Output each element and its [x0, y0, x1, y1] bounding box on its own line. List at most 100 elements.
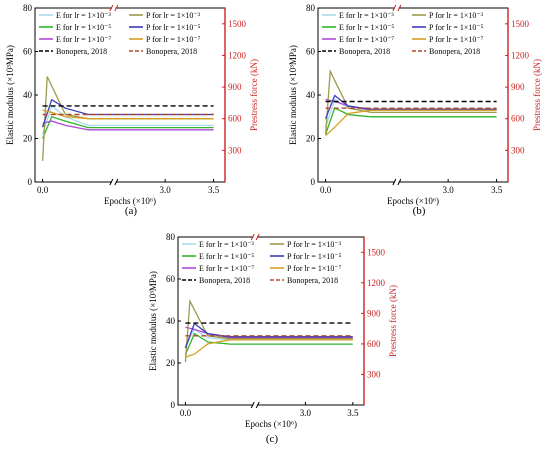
y2-tick-label: 600: [228, 114, 242, 124]
x-tick-label: 3.0: [300, 408, 312, 418]
legend: E for lr = 1×10⁻³ P for lr = 1×10⁻³ E for …: [182, 240, 342, 285]
y2-tick-label: 1500: [511, 19, 530, 29]
legend-entry: P for lr = 1×10⁻⁵: [287, 252, 342, 261]
y-tick-label: 60: [306, 47, 316, 57]
axis-break-mark: [392, 178, 402, 186]
legend-entry: E for lr = 1×10⁻⁷: [339, 35, 394, 44]
series-line-p-1e7: [325, 109, 497, 137]
legend: E for lr = 1×10⁻³ P for lr = 1×10⁻³ E for …: [39, 11, 201, 56]
y2-tick-label: 600: [367, 339, 381, 349]
y-axis-title: Elastic modulus (×10³MPa): [5, 45, 15, 145]
series-line-p-1e7: [42, 109, 214, 120]
series-line-p-1e7: [185, 339, 353, 358]
y2-tick-label: 900: [228, 82, 242, 92]
y-axis-title: Elastic modulus (×10³MPa): [148, 271, 158, 371]
chart-panel-2: 0 20 40 60 80 300 600 900 1200 1500 0.0 3.0 3.5 E for…: [288, 3, 542, 217]
plot-frame: [177, 236, 365, 406]
legend-entry: Bonopera, 2018: [56, 47, 107, 56]
legend-entry: Bonopera, 2018: [429, 47, 480, 56]
panel-label: (a): [125, 205, 138, 217]
x-tick-label: 3.0: [443, 185, 455, 195]
y2-tick-label: 1200: [367, 278, 386, 288]
legend-entry: E for lr = 1×10⁻³: [199, 240, 254, 249]
legend-entry: E for lr = 1×10⁻³: [339, 11, 394, 20]
y2-tick-label: 1500: [228, 19, 247, 29]
series-line-p-1e5: [41, 98, 214, 128]
y-tick-label: 20: [23, 134, 33, 144]
series-line-e-1e5: [184, 332, 353, 355]
legend-entry: P for lr = 1×10⁻³: [287, 240, 342, 249]
y2-tick-label: 1500: [367, 247, 386, 257]
axis-break-gap: [395, 179, 399, 185]
y2-tick-label: 900: [511, 82, 525, 92]
series-line-e-1e5: [42, 116, 214, 139]
legend-entry: E for lr = 1×10⁻⁷: [56, 35, 111, 44]
axis-break-gap: [253, 234, 257, 240]
y-tick-label: 40: [23, 90, 33, 100]
legend-entry: P for lr = 1×10⁻³: [146, 11, 201, 20]
y2-tick-label: 600: [511, 114, 525, 124]
y2-axis-title: Prestress force (kN): [532, 59, 542, 131]
x-tick-label: 3.0: [160, 185, 172, 195]
y2-tick-label: 900: [367, 308, 381, 318]
x-tick-label: 0.0: [180, 408, 192, 418]
y2-axis-title: Prestress force (kN): [249, 59, 259, 131]
series-line-p-1e3: [324, 68, 497, 135]
legend-entry: P for lr = 1×10⁻⁵: [429, 23, 484, 32]
legend-entry: P for lr = 1×10⁻³: [429, 11, 484, 20]
legend-entry: Bonopera, 2018: [287, 276, 338, 285]
y2-tick-label: 300: [511, 145, 525, 155]
axis-break-mark: [109, 4, 119, 12]
axis-break-mark: [392, 4, 402, 12]
legend-entry: E for lr = 1×10⁻⁷: [199, 264, 254, 273]
y-tick-label: 80: [306, 3, 316, 13]
x-axis-title: Epochs (×10⁶): [245, 419, 297, 429]
y2-tick-label: 1200: [228, 50, 247, 60]
axis-break-gap: [395, 5, 399, 11]
y-tick-label: 80: [166, 232, 176, 242]
chart-panel-1: 0 20 40 60 80 300 600 900 1200 1500 0.0 3.0 3.5 E for…: [5, 3, 259, 217]
legend-entry: P for lr = 1×10⁻⁷: [429, 35, 484, 44]
y-axis-title: Elastic modulus (×10³MPa): [288, 45, 298, 145]
x-tick-label: 0.0: [37, 185, 49, 195]
series-line-e-1e5: [324, 107, 497, 135]
legend-entry: E for lr = 1×10⁻³: [56, 11, 111, 20]
x-axis-title: Epochs (×10⁶): [104, 196, 156, 206]
y2-tick-label: 1200: [511, 50, 530, 60]
legend-entry: E for lr = 1×10⁻⁵: [199, 252, 254, 261]
y2-axis-title: Prestress force (kN): [388, 285, 398, 357]
y-tick-label: 0: [311, 177, 316, 187]
y-tick-label: 0: [171, 400, 176, 410]
series-line-p-1e5: [184, 322, 353, 349]
x-tick-label: 3.5: [491, 185, 503, 195]
series-line-p-1e3: [184, 298, 353, 363]
y-tick-label: 40: [306, 90, 316, 100]
x-tick-label: 3.5: [208, 185, 220, 195]
legend: E for lr = 1×10⁻³ P for lr = 1×10⁻³ E for …: [322, 11, 484, 56]
legend-entry: Bonopera, 2018: [199, 276, 250, 285]
y-tick-label: 60: [166, 274, 176, 284]
series-line-e-1e7: [42, 120, 214, 131]
panel-label: (b): [413, 205, 426, 217]
legend-entry: P for lr = 1×10⁻⁵: [146, 23, 201, 32]
axis-break-gap: [253, 402, 257, 408]
y-tick-label: 0: [28, 177, 33, 187]
y-tick-label: 20: [166, 358, 176, 368]
axis-break-gap: [112, 179, 116, 185]
legend-entry: E for lr = 1×10⁻⁵: [56, 23, 111, 32]
axis-break-mark: [250, 233, 260, 241]
axis-break-mark: [109, 178, 119, 186]
y-tick-label: 20: [306, 134, 316, 144]
panel-label: (c): [266, 433, 279, 445]
y-tick-label: 60: [23, 47, 33, 57]
y-tick-label: 80: [23, 3, 33, 13]
y-tick-label: 40: [166, 316, 176, 326]
legend-entry: P for lr = 1×10⁻⁷: [287, 264, 342, 273]
chart-panel-3: 0 20 40 60 80 300 600 900 1200 1500 0.0 3.0 3.5 E for…: [148, 232, 398, 445]
axis-break-mark: [250, 401, 260, 409]
y2-tick-label: 300: [228, 145, 242, 155]
x-axis-title: Epochs (×10⁶): [387, 196, 439, 206]
series-line-p-1e5: [324, 94, 497, 119]
legend-entry: Bonopera, 2018: [146, 47, 197, 56]
